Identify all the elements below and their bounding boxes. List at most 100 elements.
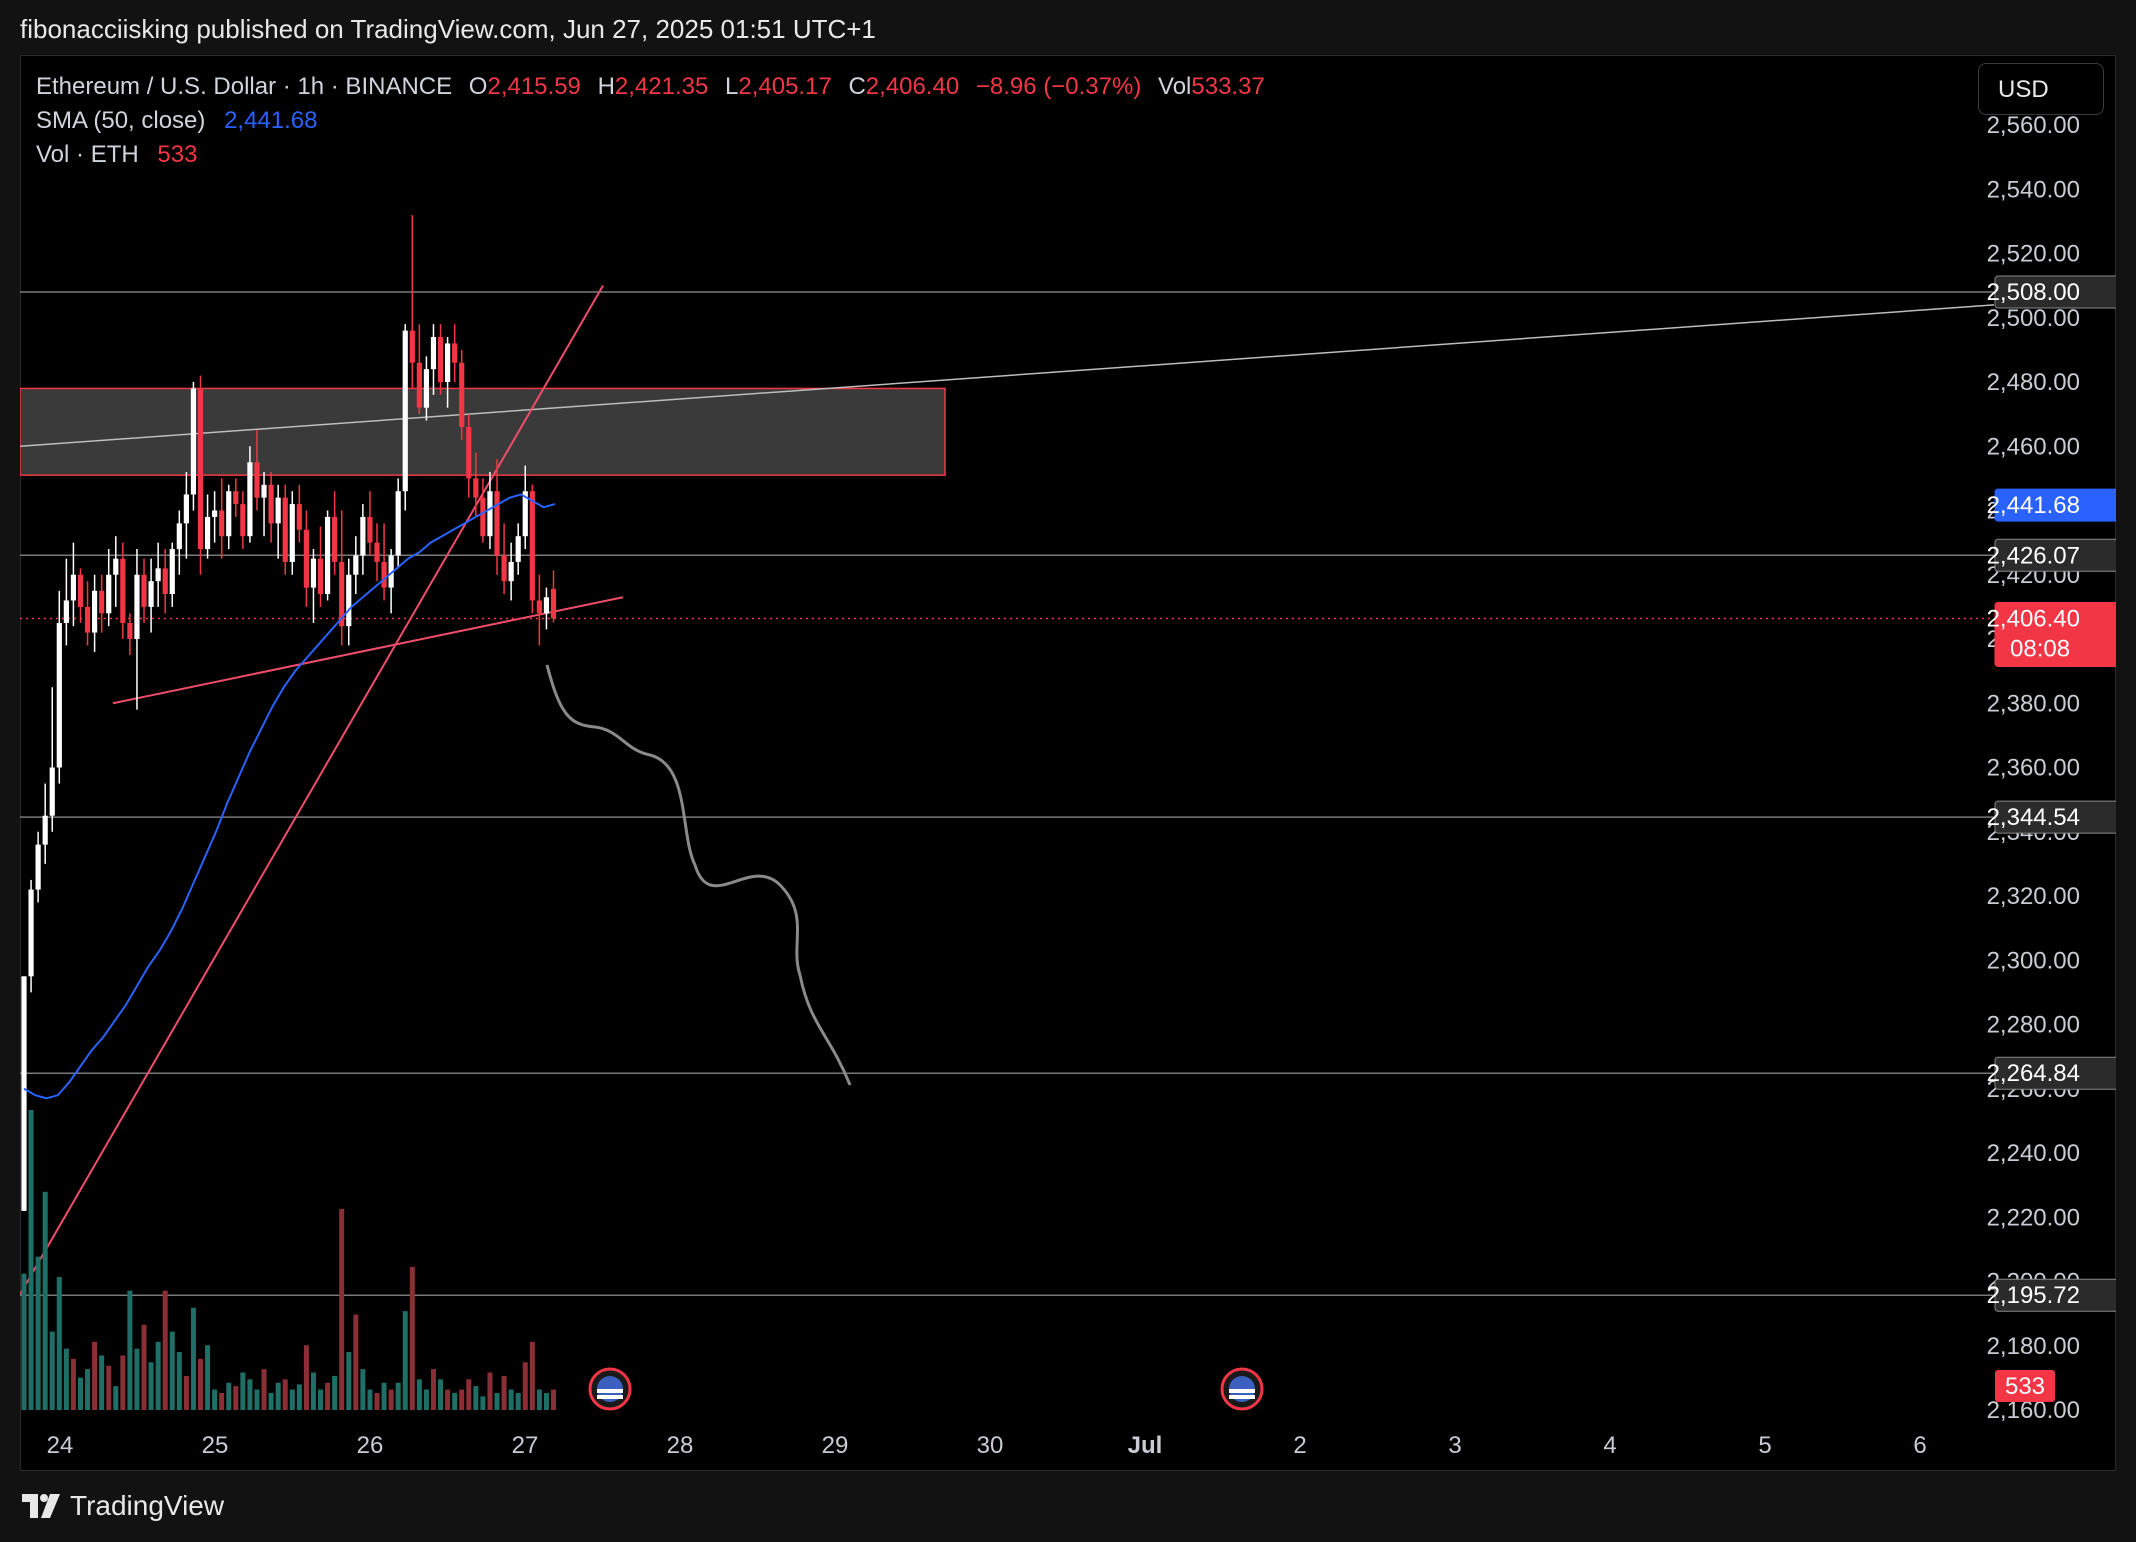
legend-sma-row[interactable]: SMA (50, close) 2,441.68 (36, 104, 1265, 138)
candle[interactable] (466, 414, 472, 498)
candle[interactable] (190, 382, 197, 511)
long-trend-line[interactable] (20, 304, 1995, 447)
candle[interactable] (226, 484, 232, 550)
candle[interactable] (92, 574, 98, 652)
candle[interactable] (459, 349, 465, 440)
candle[interactable] (254, 430, 260, 511)
candle[interactable] (508, 542, 514, 601)
candle[interactable] (127, 613, 133, 656)
sma-line[interactable] (23, 493, 556, 1100)
candle-body (275, 497, 281, 524)
candle[interactable] (247, 446, 253, 543)
candle-body (296, 504, 302, 530)
candle[interactable] (261, 471, 267, 537)
y-tick-label: 2,560.00 (1987, 112, 2080, 139)
candle[interactable] (35, 831, 41, 903)
candle[interactable] (233, 478, 239, 517)
candle[interactable] (289, 491, 295, 575)
candle[interactable] (183, 471, 189, 559)
candle[interactable] (367, 491, 373, 556)
candle[interactable] (77, 568, 84, 623)
candle[interactable] (310, 549, 317, 623)
candle[interactable] (155, 542, 161, 607)
candle[interactable] (402, 324, 408, 511)
candle[interactable] (515, 523, 521, 575)
candle[interactable] (162, 549, 168, 614)
legend-volume-row[interactable]: Vol · ETH 533 (36, 138, 1265, 172)
high-value: 2,421.35 (614, 73, 709, 100)
candle[interactable] (452, 324, 458, 382)
candle[interactable] (56, 590, 62, 784)
candle-body (480, 497, 486, 537)
candle[interactable] (268, 471, 274, 543)
candle[interactable] (430, 324, 437, 395)
candle-body (310, 558, 317, 588)
projection-path[interactable] (545, 664, 852, 1086)
candle-body (134, 574, 140, 639)
candle[interactable] (113, 536, 119, 607)
candle[interactable] (21, 976, 27, 1211)
volume-bar (233, 1386, 239, 1410)
steep-trend-line[interactable] (20, 285, 604, 1295)
candle[interactable] (317, 526, 324, 607)
candle[interactable] (480, 478, 486, 543)
candle[interactable] (141, 558, 147, 623)
candle[interactable] (522, 465, 528, 550)
candle[interactable] (240, 491, 246, 550)
candle[interactable] (282, 484, 288, 575)
candle[interactable] (28, 879, 34, 993)
candle[interactable] (353, 536, 359, 595)
candle[interactable] (437, 324, 444, 395)
candle[interactable] (536, 574, 542, 646)
candle[interactable] (388, 549, 394, 614)
candle[interactable] (70, 542, 77, 627)
candle[interactable] (275, 484, 281, 559)
candle[interactable] (409, 214, 415, 389)
candle[interactable] (324, 510, 331, 601)
candle[interactable] (346, 558, 352, 646)
candle[interactable] (529, 484, 535, 614)
candle[interactable] (148, 558, 154, 633)
candle[interactable] (134, 549, 140, 710)
support-trend-line[interactable] (112, 596, 624, 705)
candle[interactable] (381, 523, 387, 601)
candle[interactable] (49, 687, 55, 832)
candle[interactable] (374, 523, 380, 582)
candle[interactable] (204, 494, 211, 559)
candle[interactable] (63, 558, 69, 646)
candle[interactable] (169, 542, 175, 607)
candle[interactable] (543, 587, 550, 630)
symbol-name[interactable]: Ethereum / U.S. Dollar · 1h · BINANCE (36, 73, 453, 100)
candle[interactable] (212, 491, 218, 543)
candle[interactable] (487, 471, 493, 550)
resistance-zone[interactable] (20, 387, 946, 476)
candle[interactable] (550, 570, 557, 623)
price-chart[interactable]: 2,560.00 2,540.00 2,520.00 2,500.00 2,480.00… (20, 55, 2116, 1471)
candle[interactable] (120, 542, 126, 639)
candle[interactable] (494, 459, 500, 575)
candle-body (254, 462, 260, 498)
candle[interactable] (303, 510, 309, 607)
candle[interactable] (473, 452, 479, 517)
volume-bar (318, 1389, 324, 1410)
candle-body (437, 337, 444, 382)
candle[interactable] (296, 484, 302, 543)
candle[interactable] (501, 523, 507, 595)
candle[interactable] (176, 510, 182, 575)
candle[interactable] (445, 337, 451, 408)
candle[interactable] (106, 549, 112, 627)
candle[interactable] (42, 783, 48, 864)
candle-body (522, 491, 528, 537)
candle[interactable] (99, 574, 105, 633)
candle[interactable] (423, 356, 430, 421)
candle[interactable] (395, 478, 401, 569)
candle[interactable] (416, 324, 422, 415)
candle[interactable] (339, 510, 345, 646)
candle[interactable] (219, 478, 225, 559)
candle[interactable] (332, 491, 338, 575)
candle[interactable] (84, 581, 91, 646)
candle[interactable] (360, 504, 366, 575)
currency-button[interactable]: USD (1978, 63, 2104, 115)
candle[interactable] (197, 375, 204, 575)
tradingview-logo[interactable]: TradingView (22, 1490, 224, 1522)
